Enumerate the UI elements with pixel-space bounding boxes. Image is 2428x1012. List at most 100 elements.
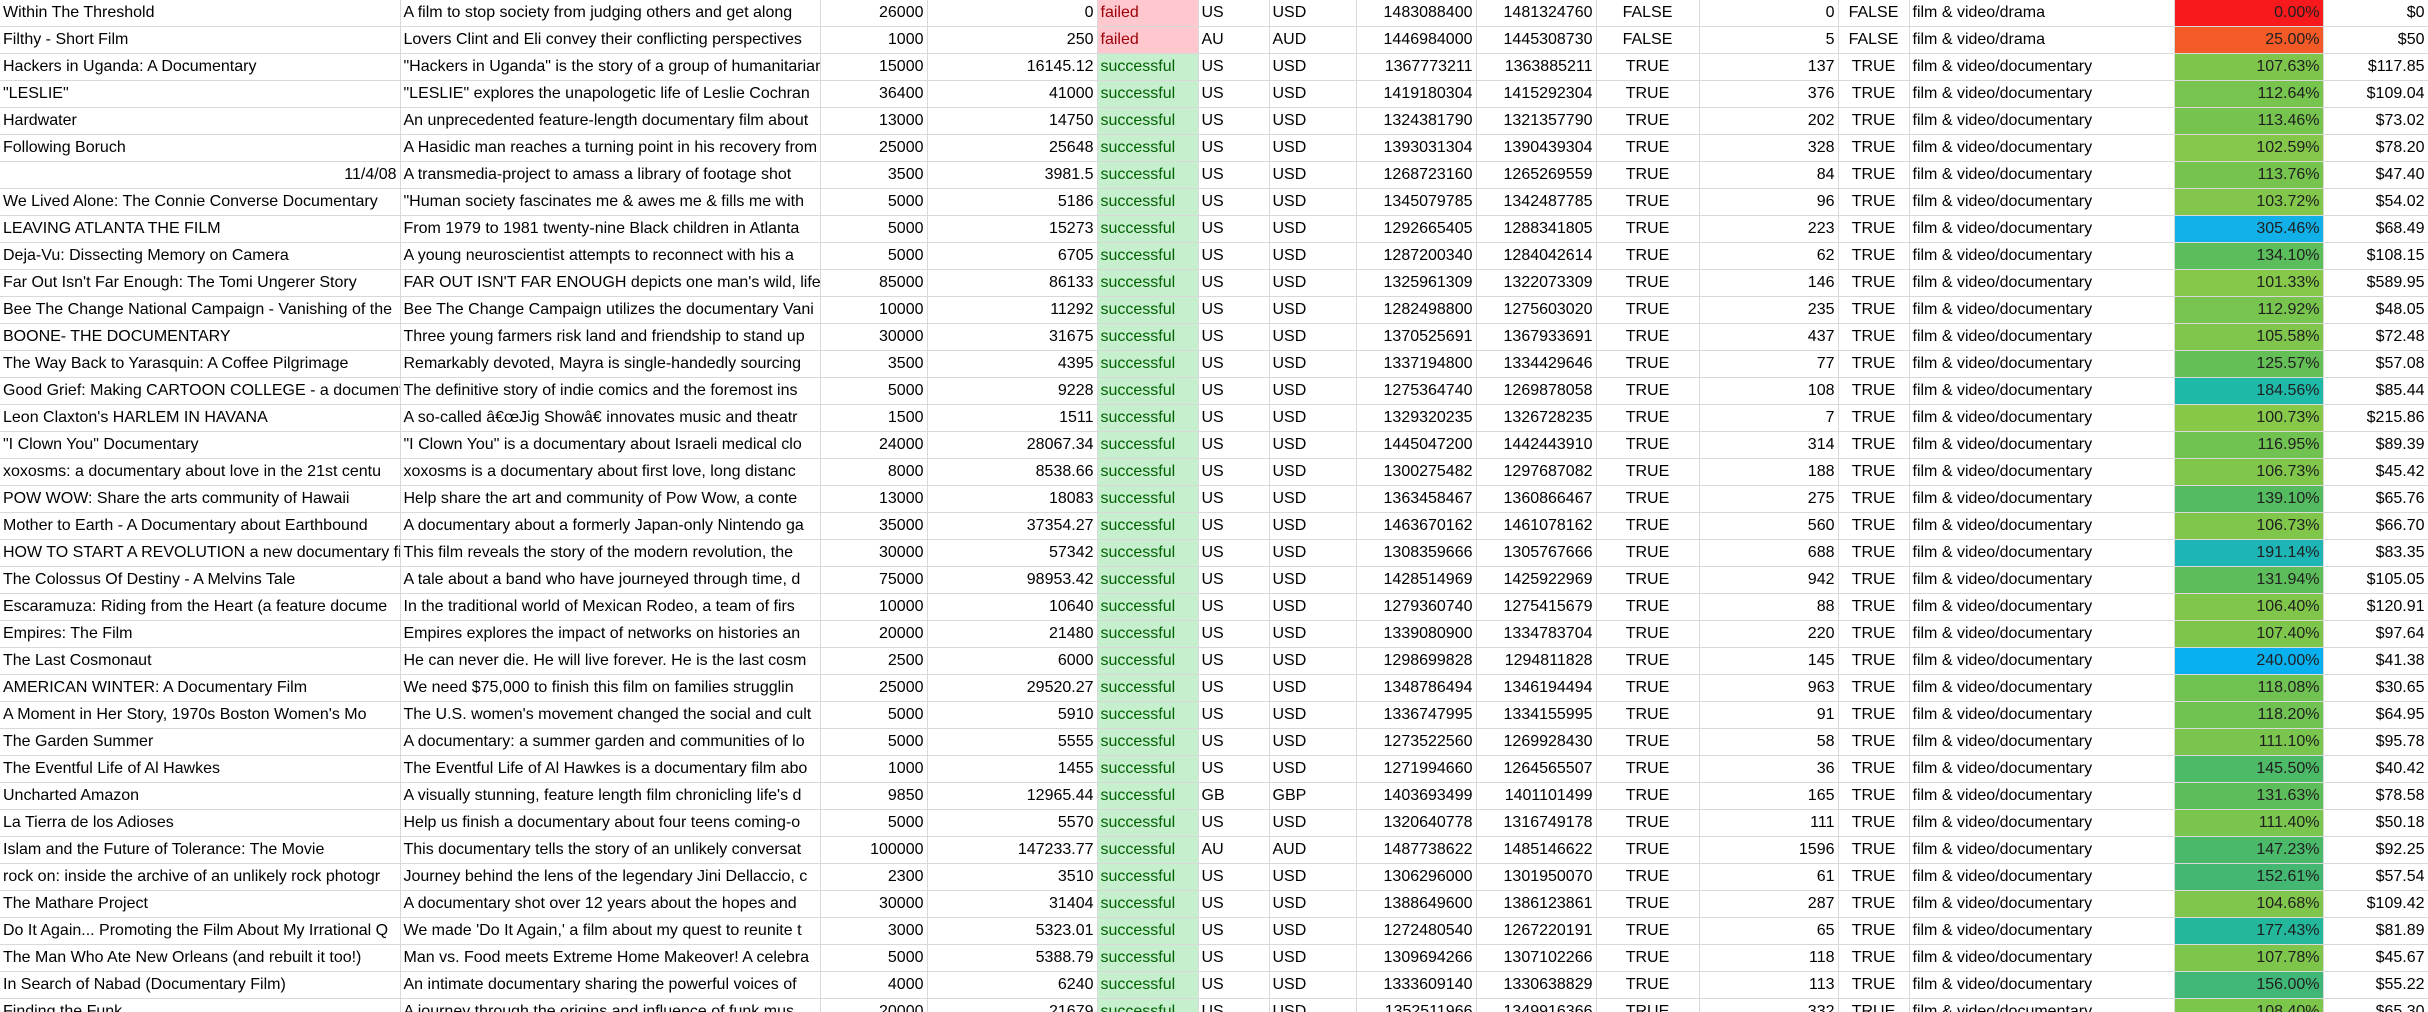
cell-average-donation[interactable]: $65.76 xyxy=(2323,485,2428,513)
cell-average-donation[interactable]: $57.08 xyxy=(2323,350,2428,378)
cell-currency[interactable]: USD xyxy=(1269,620,1357,648)
cell-backers-count[interactable]: 111 xyxy=(1699,809,1839,837)
cell-country[interactable]: US xyxy=(1198,755,1270,783)
cell-category[interactable]: film & video/drama xyxy=(1909,26,2175,54)
cell-goal[interactable]: 35000 xyxy=(820,512,928,540)
cell-goal[interactable]: 2300 xyxy=(820,863,928,891)
cell-pledged[interactable]: 6000 xyxy=(927,647,1098,675)
cell-deadline[interactable]: 1324381790 xyxy=(1356,107,1477,135)
cell-name[interactable]: xoxosms: a documentary about love in the… xyxy=(0,458,401,486)
cell-blurb[interactable]: "I Clown You" is a documentary about Isr… xyxy=(400,431,821,459)
cell-category[interactable]: film & video/documentary xyxy=(1909,377,2175,405)
cell-pledged[interactable]: 41000 xyxy=(927,80,1098,108)
cell-goal[interactable]: 20000 xyxy=(820,620,928,648)
cell-pledged[interactable]: 5388.79 xyxy=(927,944,1098,972)
cell-goal[interactable]: 36400 xyxy=(820,80,928,108)
cell-average-donation[interactable]: $65.30 xyxy=(2323,998,2428,1012)
cell-name[interactable]: Following Boruch xyxy=(0,134,401,162)
cell-percent-funded[interactable]: 113.76% xyxy=(2174,161,2324,189)
cell-blurb[interactable]: Empires explores the impact of networks … xyxy=(400,620,821,648)
cell-backers-count[interactable]: 437 xyxy=(1699,323,1839,351)
cell-outcome[interactable]: successful xyxy=(1097,350,1199,378)
cell-deadline[interactable]: 1275364740 xyxy=(1356,377,1477,405)
cell-currency[interactable]: USD xyxy=(1269,161,1357,189)
cell-backers-count[interactable]: 275 xyxy=(1699,485,1839,513)
cell-currency[interactable]: USD xyxy=(1269,944,1357,972)
cell-outcome[interactable]: successful xyxy=(1097,512,1199,540)
cell-staff-pick[interactable]: TRUE xyxy=(1596,242,1700,270)
cell-deadline[interactable]: 1320640778 xyxy=(1356,809,1477,837)
cell-percent-funded[interactable]: 152.61% xyxy=(2174,863,2324,891)
cell-category[interactable]: film & video/documentary xyxy=(1909,971,2175,999)
cell-name[interactable]: "LESLIE" xyxy=(0,80,401,108)
cell-backers-count[interactable]: 328 xyxy=(1699,134,1839,162)
cell-deadline[interactable]: 1292665405 xyxy=(1356,215,1477,243)
cell-goal[interactable]: 13000 xyxy=(820,107,928,135)
cell-outcome[interactable]: successful xyxy=(1097,917,1199,945)
cell-launched-at[interactable]: 1442443910 xyxy=(1476,431,1597,459)
cell-launched-at[interactable]: 1267220191 xyxy=(1476,917,1597,945)
cell-deadline[interactable]: 1403693499 xyxy=(1356,782,1477,810)
cell-goal[interactable]: 5000 xyxy=(820,728,928,756)
cell-deadline[interactable]: 1419180304 xyxy=(1356,80,1477,108)
cell-blurb[interactable]: Lovers Clint and Eli convey their confli… xyxy=(400,26,821,54)
cell-percent-funded[interactable]: 112.64% xyxy=(2174,80,2324,108)
cell-percent-funded[interactable]: 177.43% xyxy=(2174,917,2324,945)
cell-staff-pick[interactable]: TRUE xyxy=(1596,458,1700,486)
cell-spotlight[interactable]: TRUE xyxy=(1838,998,1910,1012)
cell-country[interactable]: US xyxy=(1198,107,1270,135)
cell-country[interactable]: US xyxy=(1198,728,1270,756)
cell-outcome[interactable]: successful xyxy=(1097,377,1199,405)
cell-staff-pick[interactable]: TRUE xyxy=(1596,107,1700,135)
cell-currency[interactable]: USD xyxy=(1269,53,1357,81)
cell-outcome[interactable]: successful xyxy=(1097,836,1199,864)
cell-country[interactable]: US xyxy=(1198,80,1270,108)
cell-country[interactable]: US xyxy=(1198,0,1270,27)
cell-country[interactable]: AU xyxy=(1198,26,1270,54)
cell-blurb[interactable]: A Hasidic man reaches a turning point in… xyxy=(400,134,821,162)
cell-deadline[interactable]: 1300275482 xyxy=(1356,458,1477,486)
cell-goal[interactable]: 3500 xyxy=(820,161,928,189)
cell-spotlight[interactable]: FALSE xyxy=(1838,0,1910,27)
cell-percent-funded[interactable]: 139.10% xyxy=(2174,485,2324,513)
cell-average-donation[interactable]: $97.64 xyxy=(2323,620,2428,648)
cell-percent-funded[interactable]: 191.14% xyxy=(2174,539,2324,567)
cell-category[interactable]: film & video/documentary xyxy=(1909,836,2175,864)
cell-outcome[interactable]: successful xyxy=(1097,80,1199,108)
cell-name[interactable]: Finding the Funk xyxy=(0,998,401,1012)
cell-percent-funded[interactable]: 118.08% xyxy=(2174,674,2324,702)
cell-staff-pick[interactable]: TRUE xyxy=(1596,674,1700,702)
cell-average-donation[interactable]: $215.86 xyxy=(2323,404,2428,432)
cell-currency[interactable]: USD xyxy=(1269,350,1357,378)
cell-pledged[interactable]: 18083 xyxy=(927,485,1098,513)
cell-average-donation[interactable]: $78.20 xyxy=(2323,134,2428,162)
cell-currency[interactable]: USD xyxy=(1269,539,1357,567)
cell-blurb[interactable]: From 1979 to 1981 twenty-nine Black chil… xyxy=(400,215,821,243)
cell-category[interactable]: film & video/documentary xyxy=(1909,296,2175,324)
cell-staff-pick[interactable]: TRUE xyxy=(1596,755,1700,783)
cell-pledged[interactable]: 9228 xyxy=(927,377,1098,405)
cell-country[interactable]: US xyxy=(1198,485,1270,513)
cell-backers-count[interactable]: 165 xyxy=(1699,782,1839,810)
cell-category[interactable]: film & video/documentary xyxy=(1909,728,2175,756)
cell-currency[interactable]: USD xyxy=(1269,107,1357,135)
cell-pledged[interactable]: 86133 xyxy=(927,269,1098,297)
cell-name[interactable]: Deja-Vu: Dissecting Memory on Camera xyxy=(0,242,401,270)
cell-name[interactable]: A Moment in Her Story, 1970s Boston Wome… xyxy=(0,701,401,729)
cell-percent-funded[interactable]: 134.10% xyxy=(2174,242,2324,270)
cell-name[interactable]: The Last Cosmonaut xyxy=(0,647,401,675)
cell-outcome[interactable]: successful xyxy=(1097,755,1199,783)
cell-blurb[interactable]: A transmedia-project to amass a library … xyxy=(400,161,821,189)
cell-goal[interactable]: 100000 xyxy=(820,836,928,864)
cell-currency[interactable]: USD xyxy=(1269,593,1357,621)
cell-backers-count[interactable]: 220 xyxy=(1699,620,1839,648)
cell-percent-funded[interactable]: 106.73% xyxy=(2174,512,2324,540)
cell-outcome[interactable]: successful xyxy=(1097,296,1199,324)
cell-launched-at[interactable]: 1322073309 xyxy=(1476,269,1597,297)
cell-percent-funded[interactable]: 105.58% xyxy=(2174,323,2324,351)
cell-goal[interactable]: 1000 xyxy=(820,26,928,54)
cell-percent-funded[interactable]: 108.40% xyxy=(2174,998,2324,1012)
cell-pledged[interactable]: 37354.27 xyxy=(927,512,1098,540)
cell-staff-pick[interactable]: TRUE xyxy=(1596,269,1700,297)
cell-currency[interactable]: USD xyxy=(1269,458,1357,486)
